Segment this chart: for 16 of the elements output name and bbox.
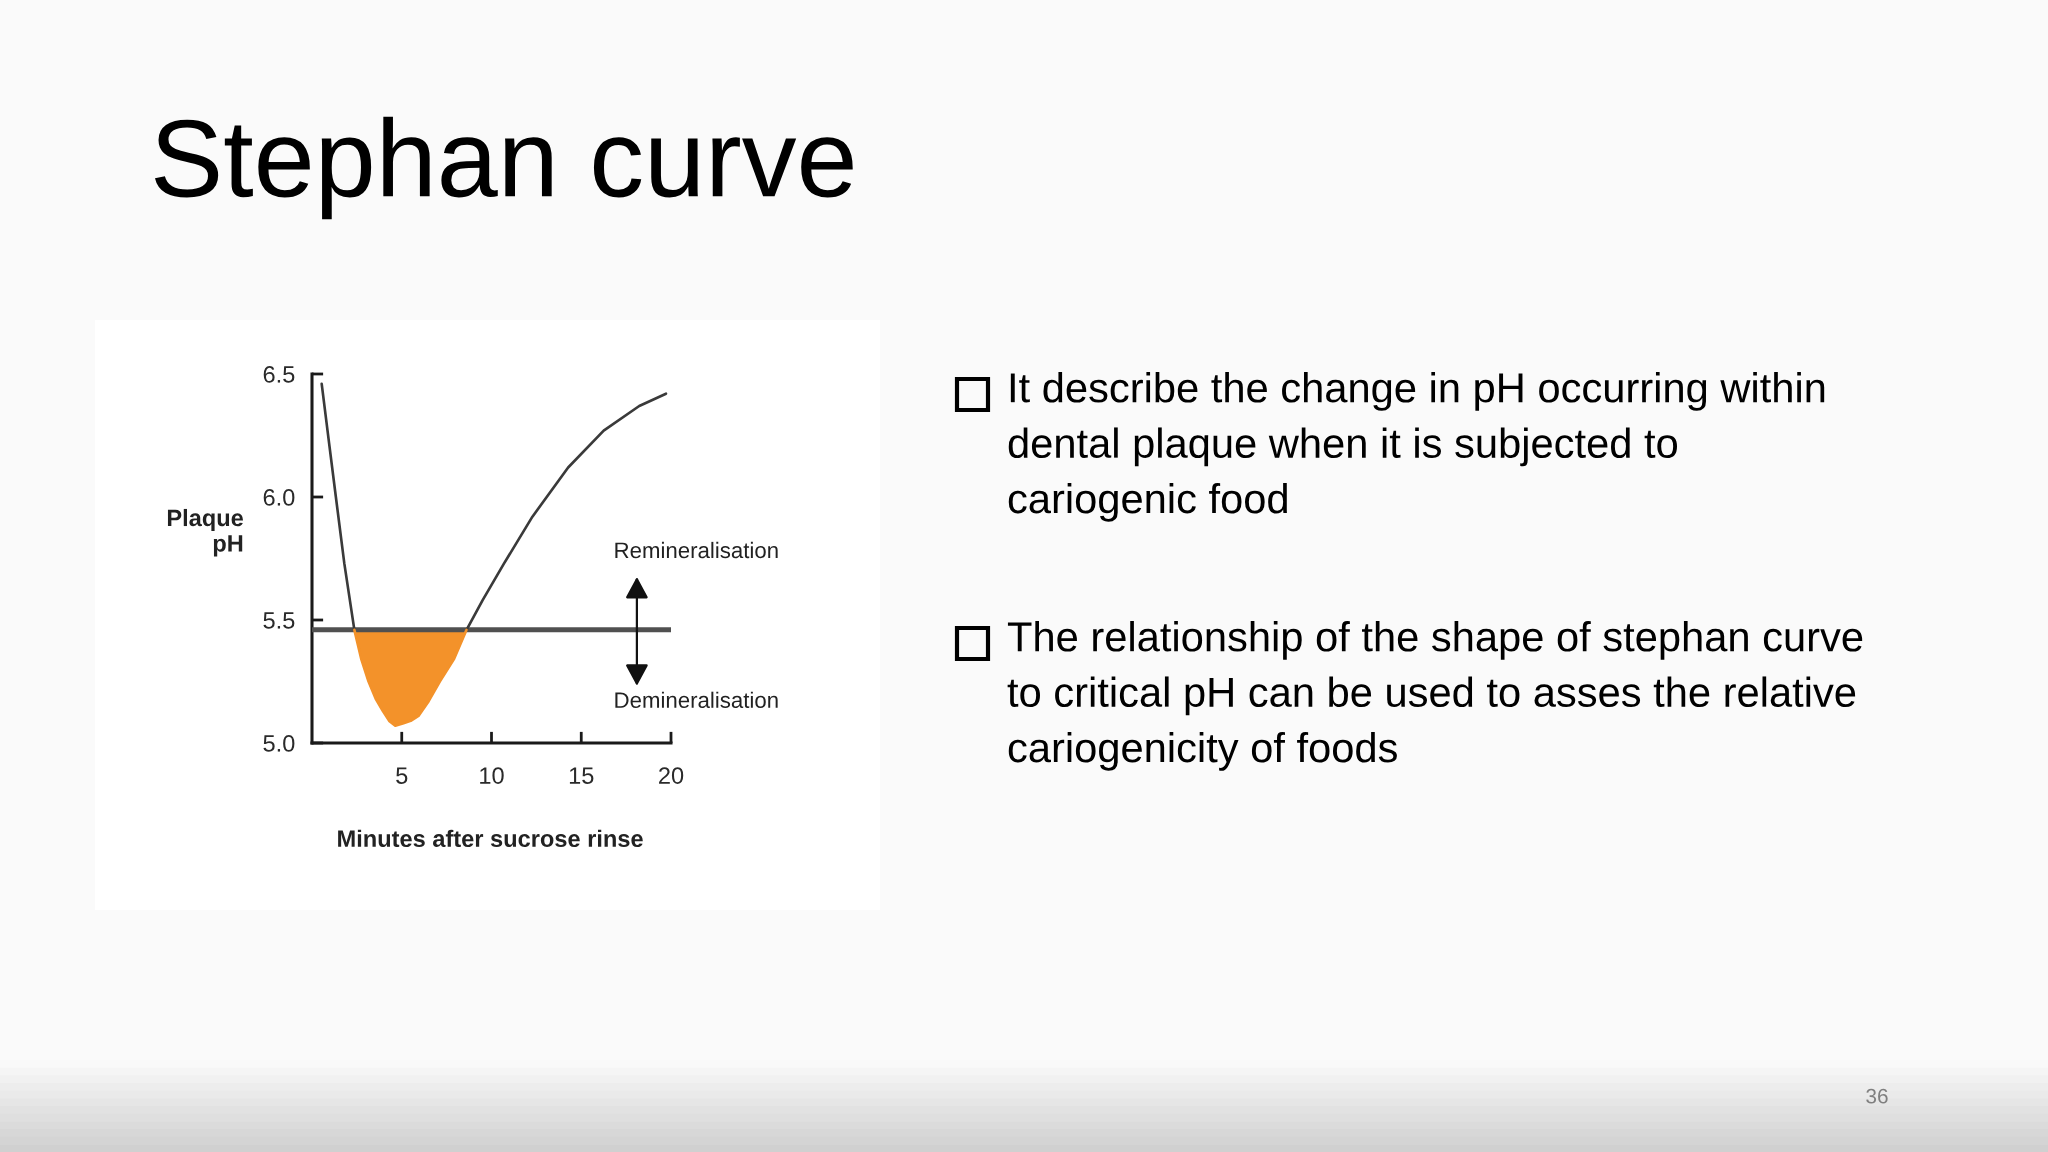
annotation: Demineralisation [615, 691, 778, 709]
text: The relationship of the shape of stephan curve to critical pH can be used to asses the relative cariogenicity of foods [1007, 621, 1863, 771]
x-tick-label: 15 [569, 767, 594, 784]
chart-title: Stephan curve [154, 116, 853, 220]
y-axis-title: Plaque pH [167, 508, 243, 557]
annotation: Remineralisation [615, 541, 778, 559]
text: It describe the change in pH occurring within dental plaque when it is subjected to cariogenic food [1008, 372, 1825, 522]
x-tick-label: 10 [480, 767, 504, 784]
y-tick-label: 6.0 [263, 489, 295, 506]
x-tick-label: 5 [396, 767, 408, 784]
y-tick-label: 5.5 [263, 612, 295, 629]
text: 36 [1866, 1088, 1888, 1104]
x-tick-label: 20 [659, 767, 684, 784]
y-tick-label: 6.5 [263, 366, 295, 383]
y-tick-label: 5.0 [263, 735, 295, 752]
x-axis-title: Minutes after sucrose rinse [338, 829, 643, 848]
